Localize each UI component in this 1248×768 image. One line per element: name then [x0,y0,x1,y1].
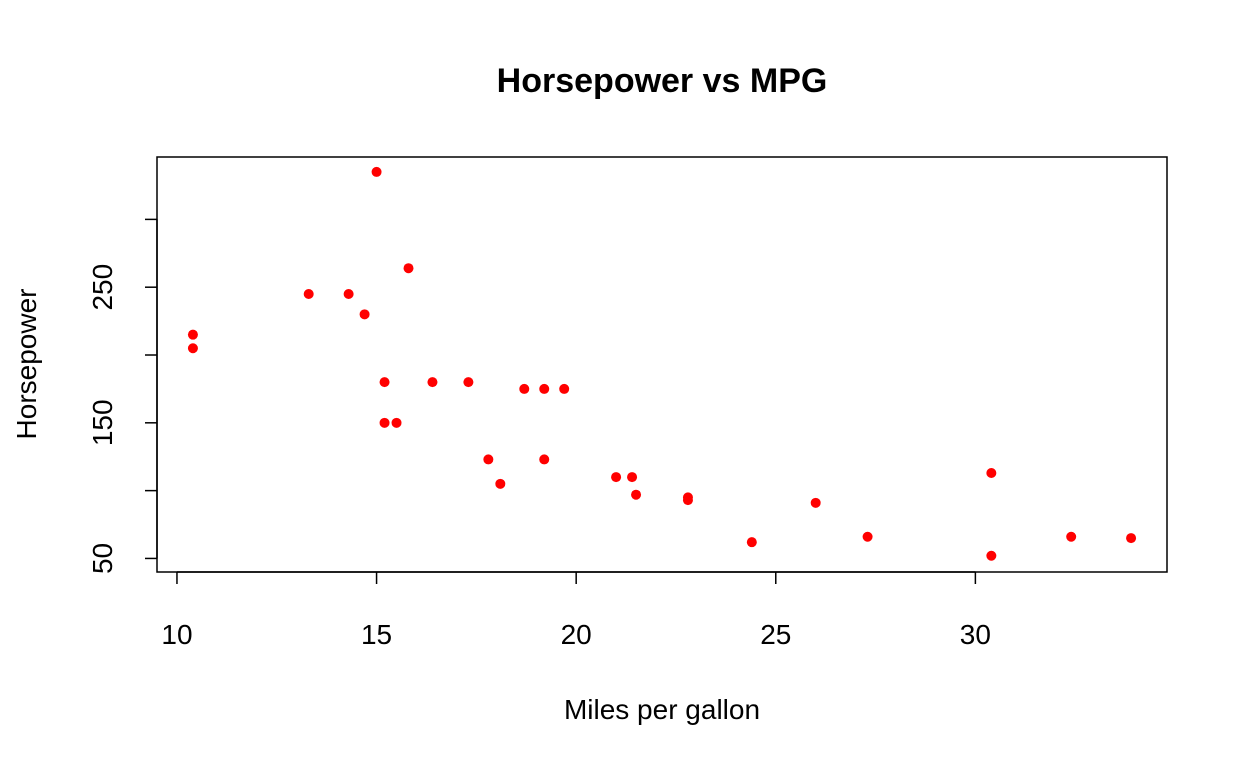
scatter-point [539,383,550,394]
scatter-point [187,343,198,354]
scatter-point [611,472,622,483]
scatter-point [986,550,997,561]
scatter-point [403,263,414,274]
y-tick-label: 150 [87,399,118,446]
x-tick-label: 25 [760,619,791,650]
x-axis: 10 15 20 25 30 [161,571,991,650]
scatter-point [682,495,693,506]
y-tick-label: 250 [87,264,118,311]
scatter-point [187,329,198,340]
scatter-point [862,531,873,542]
scatter-point [379,377,390,388]
y-axis-label: Horsepower [11,289,42,440]
scatter-point [391,417,402,428]
x-tick-label: 30 [960,619,991,650]
scatter-point [810,497,821,508]
chart-title: Horsepower vs MPG [497,62,828,100]
data-points [187,166,1137,561]
y-axis: 50 150 250 [87,218,158,574]
scatter-point [519,383,530,394]
scatter-point [559,383,570,394]
scatter-point [495,478,506,489]
scatter-point [463,377,474,388]
scatter-point [371,166,382,177]
scatter-point [379,417,390,428]
scatter-point [483,454,494,465]
scatter-point [427,377,438,388]
x-tick-label: 20 [561,619,592,650]
x-tick-label: 15 [361,619,392,650]
scatter-point [303,288,314,299]
y-tick-label: 50 [87,543,118,574]
x-axis-label: Miles per gallon [564,694,760,725]
x-tick-label: 10 [161,619,192,650]
scatter-point [1126,533,1137,544]
scatter-point [539,454,550,465]
scatter-point [343,288,354,299]
plot-frame [156,156,1168,573]
scatter-point [1066,531,1077,542]
scatter-point [986,467,997,478]
scatter-point [627,472,638,483]
scatter-point [631,489,642,500]
scatter-point [359,309,370,320]
scatter-point [746,537,757,548]
